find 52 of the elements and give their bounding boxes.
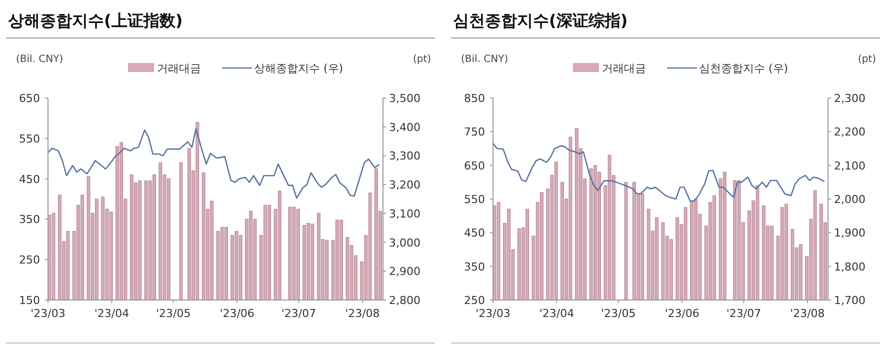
chart-title: 상해종합지수(上证指数) — [8, 11, 183, 30]
chart-title: 심천종합지수(深证综指) — [453, 11, 628, 30]
legend-label: 거래대금 — [157, 62, 201, 75]
y2-tick-label: 3,000 — [389, 236, 420, 250]
y-tick-label: 750 — [464, 126, 485, 139]
x-tick-label: '23/08 — [345, 307, 380, 320]
y2-tick-label: 3,400 — [389, 120, 420, 134]
y2-tick-label: 2,000 — [834, 193, 866, 206]
y-tick-label: 550 — [19, 132, 40, 146]
y2-axis-title: (pt) — [858, 54, 876, 65]
y-axis-title: (Bil. CNY) — [461, 54, 508, 65]
legend-label: 상해종합지수 (우) — [254, 62, 344, 75]
y2-tick-label: 3,100 — [389, 207, 420, 220]
y2-axis-title: (pt) — [413, 54, 432, 65]
x-tick-label: '23/03 — [30, 307, 66, 320]
y2-tick-label: 2,200 — [834, 126, 866, 139]
y2-tick-label: 2,900 — [389, 265, 420, 278]
x-tick-label: '23/06 — [664, 307, 700, 320]
x-tick-label: '23/04 — [94, 307, 130, 320]
legend-label: 심천종합지수 (우) — [699, 62, 788, 75]
legend-label: 거래대금 — [602, 62, 646, 75]
y-tick-label: 150 — [19, 294, 40, 307]
y2-tick-label: 2,300 — [834, 92, 866, 105]
y-tick-label: 450 — [19, 172, 40, 186]
y2-tick-label: 3,300 — [389, 150, 420, 163]
y-tick-label: 250 — [19, 254, 40, 267]
x-tick-label: '23/06 — [220, 307, 254, 320]
y2-tick-label: 2,100 — [834, 159, 866, 172]
x-tick-label: '23/03 — [476, 307, 510, 320]
x-tick-label: '23/07 — [726, 307, 762, 320]
y2-tick-label: 1,700 — [834, 294, 866, 307]
y2-tick-label: 3,500 — [389, 92, 420, 105]
y-axis-title: (Bil. CNY) — [16, 54, 64, 65]
y-tick-label: 650 — [464, 159, 485, 172]
y-tick-label: 850 — [464, 92, 485, 105]
y2-tick-label: 2,800 — [389, 294, 420, 307]
y-tick-label: 650 — [19, 92, 40, 105]
y2-tick-label: 3,200 — [389, 178, 420, 192]
y2-tick-label: 1,800 — [834, 260, 866, 274]
x-tick-label: '23/04 — [539, 307, 574, 320]
y2-tick-label: 1,900 — [834, 226, 866, 240]
x-tick-label: '23/08 — [790, 307, 825, 320]
y-tick-label: 450 — [464, 226, 485, 240]
line-series — [492, 142, 825, 202]
line-series — [47, 128, 380, 199]
y-tick-label: 550 — [464, 193, 485, 206]
y-tick-label: 350 — [464, 260, 485, 274]
x-tick-label: '23/05 — [601, 307, 636, 320]
y-tick-label: 350 — [19, 213, 40, 226]
x-tick-label: '23/05 — [156, 307, 191, 320]
y-tick-label: 250 — [464, 294, 485, 307]
x-tick-label: '23/07 — [281, 307, 316, 320]
